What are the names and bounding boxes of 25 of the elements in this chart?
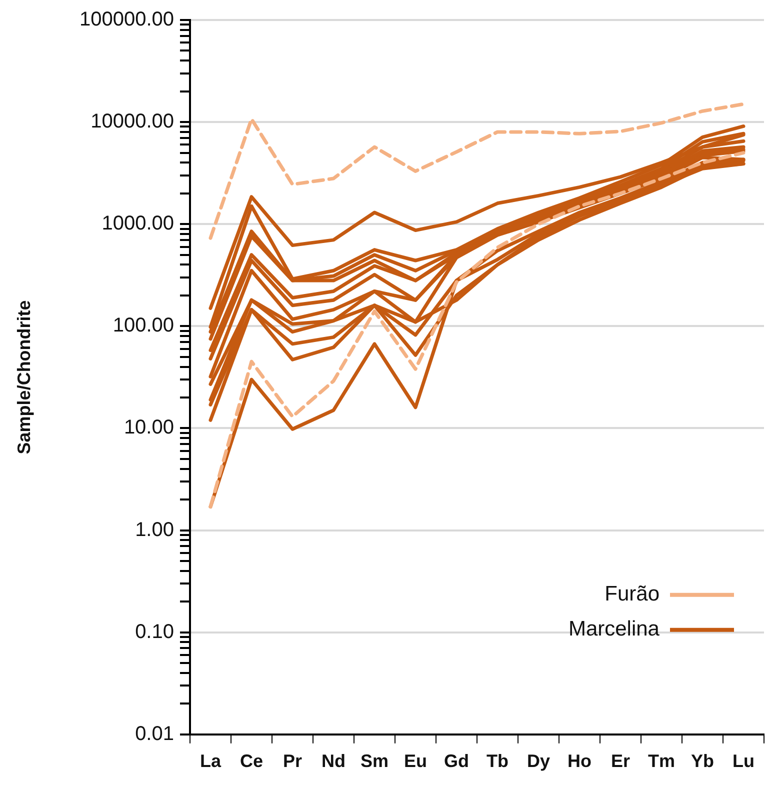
x-tick-label: Tb	[486, 751, 508, 772]
x-tick-label: Eu	[404, 751, 428, 772]
x-tick-label: Ce	[240, 751, 264, 772]
legend-label: Furão	[604, 582, 660, 606]
x-tick-label: Tm	[648, 751, 675, 772]
x-tick-label: Lu	[732, 751, 754, 772]
x-tick-label: Pr	[282, 751, 302, 772]
y-tick-label: 100000.00	[79, 8, 174, 31]
x-tick-label: Gd	[444, 751, 469, 772]
x-tick-label: Ho	[568, 751, 592, 772]
y-tick-label: 0.01	[135, 722, 174, 745]
y-axis-title: Sample/Chondrite	[14, 300, 34, 454]
x-tick-label: Sm	[360, 751, 389, 772]
y-tick-label: 1.00	[135, 518, 174, 541]
legend-label: Marcelina	[568, 618, 660, 641]
x-tick-label: La	[200, 751, 222, 772]
y-tick-label: 10.00	[124, 416, 174, 439]
y-tick-label: 0.10	[135, 620, 174, 643]
x-tick-label: Er	[610, 751, 630, 772]
x-tick-label: Nd	[322, 751, 346, 772]
y-tick-label: 100.00	[112, 314, 174, 337]
y-tick-label: 1000.00	[102, 212, 174, 235]
x-tick-label: Dy	[526, 751, 550, 772]
y-tick-label: 10000.00	[90, 110, 174, 133]
x-tick-label: Yb	[690, 751, 714, 772]
